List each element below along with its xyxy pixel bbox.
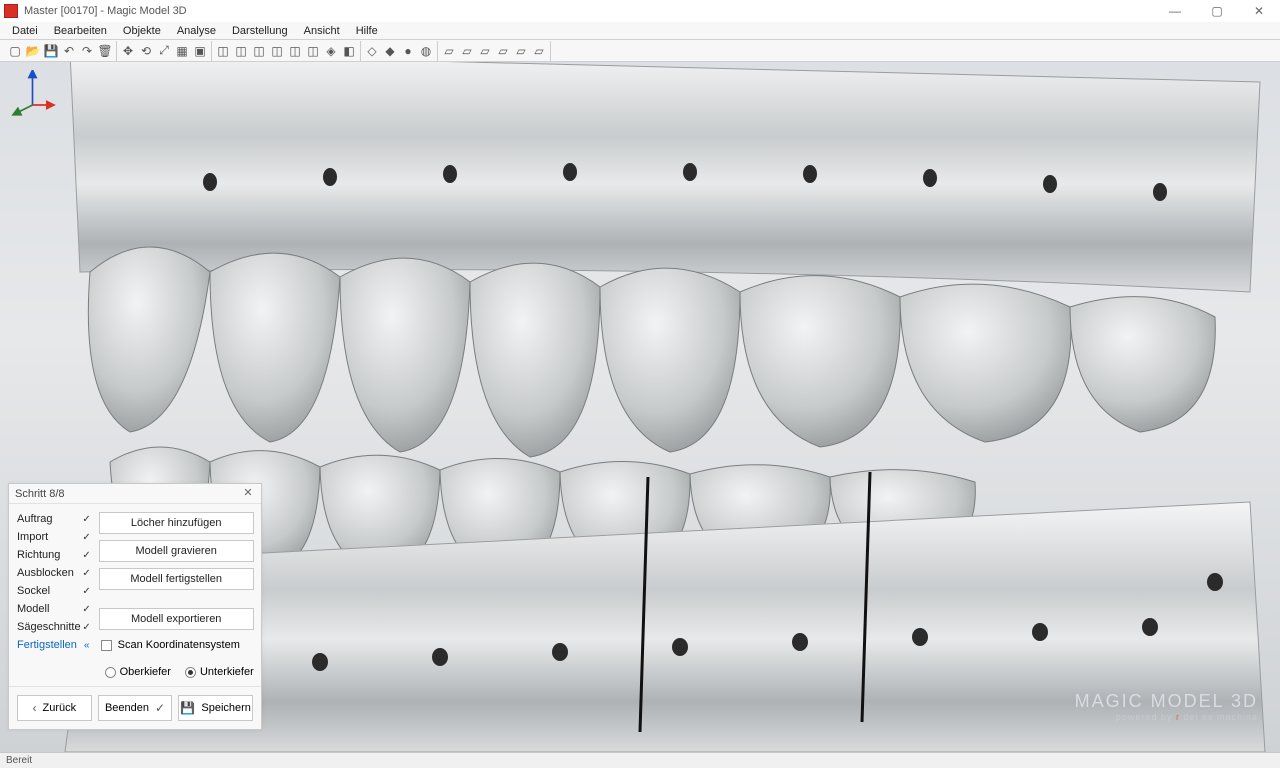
radio-icon <box>185 667 196 678</box>
status-text: Bereit <box>6 755 32 766</box>
shade-tex-icon[interactable]: ◍ <box>417 42 435 60</box>
undo-icon[interactable]: ↶ <box>60 42 78 60</box>
tool-c-icon[interactable]: ▱ <box>476 42 494 60</box>
scan-coord-label: Scan Koordinatensystem <box>118 639 240 651</box>
move-icon[interactable]: ✥ <box>119 42 137 60</box>
wizard-header[interactable]: Schritt 8/8 ✕ <box>9 484 261 504</box>
step-ausblocken[interactable]: Ausblocken✓ <box>17 564 93 582</box>
tool-f-icon[interactable]: ▱ <box>530 42 548 60</box>
view-top-icon[interactable]: ◫ <box>286 42 304 60</box>
viewport-3d[interactable]: Schritt 8/8 ✕ Auftrag✓ Import✓ Richtung✓… <box>0 62 1280 752</box>
tool-group-views: ◫ ◫ ◫ ◫ ◫ ◫ ◈ ◧ <box>212 41 361 61</box>
step-fertigstellen[interactable]: Fertigstellen« <box>17 636 93 654</box>
menu-darstellung[interactable]: Darstellung <box>224 22 296 40</box>
check-icon: ✓ <box>155 701 165 715</box>
view-front-icon[interactable]: ◫ <box>214 42 232 60</box>
minimize-button[interactable]: — <box>1154 0 1196 22</box>
menu-objekte[interactable]: Objekte <box>115 22 169 40</box>
wizard-footer: ‹Zurück Beenden✓ 💾Speichern <box>9 686 261 729</box>
radio-oberkiefer[interactable]: Oberkiefer <box>105 666 171 678</box>
redo-icon[interactable]: ↷ <box>78 42 96 60</box>
step-modell[interactable]: Modell✓ <box>17 600 93 618</box>
radio-unterkiefer[interactable]: Unterkiefer <box>185 666 254 678</box>
chevron-left-icon: ‹ <box>33 701 37 715</box>
new-icon[interactable]: ▢ <box>6 42 24 60</box>
view-bottom-icon[interactable]: ◫ <box>304 42 322 60</box>
tool-group-transform: ✥ ⟲ ⤢ ▦ ▣ <box>117 41 212 61</box>
scale-icon[interactable]: ⤢ <box>155 42 173 60</box>
menu-datei[interactable]: Datei <box>4 22 46 40</box>
save-icon[interactable]: 💾 <box>42 42 60 60</box>
finish-button[interactable]: Beenden✓ <box>98 695 173 721</box>
wizard-steps: Auftrag✓ Import✓ Richtung✓ Ausblocken✓ S… <box>17 510 93 682</box>
view-cube-icon[interactable]: ◧ <box>340 42 358 60</box>
checkbox-icon <box>101 640 112 651</box>
scan-coord-checkbox[interactable]: Scan Koordinatensystem <box>99 636 254 654</box>
save-button[interactable]: 💾Speichern <box>178 695 253 721</box>
delete-icon[interactable]: 🗑 <box>96 42 114 60</box>
status-bar: Bereit <box>0 752 1280 768</box>
menu-hilfe[interactable]: Hilfe <box>348 22 386 40</box>
open-icon[interactable]: 📂 <box>24 42 42 60</box>
export-model-button[interactable]: Modell exportieren <box>99 608 254 630</box>
wizard-title: Schritt 8/8 <box>15 488 65 500</box>
menu-ansicht[interactable]: Ansicht <box>296 22 348 40</box>
view-back-icon[interactable]: ◫ <box>232 42 250 60</box>
title-bar: Master [00170] - Magic Model 3D — ▢ ✕ <box>0 0 1280 22</box>
tool-e-icon[interactable]: ▱ <box>512 42 530 60</box>
engrave-model-button[interactable]: Modell gravieren <box>99 540 254 562</box>
add-holes-button[interactable]: Löcher hinzufügen <box>99 512 254 534</box>
rotate-icon[interactable]: ⟲ <box>137 42 155 60</box>
window-title: Master [00170] - Magic Model 3D <box>24 5 1154 17</box>
wizard-actions: Löcher hinzufügen Modell gravieren Model… <box>99 510 254 682</box>
tool-group-shade: ◇ ◆ ● ◍ <box>361 41 438 61</box>
step-auftrag[interactable]: Auftrag✓ <box>17 510 93 528</box>
tool-d-icon[interactable]: ▱ <box>494 42 512 60</box>
tool-b-icon[interactable]: ▱ <box>458 42 476 60</box>
jaw-radio-group: Oberkiefer Unterkiefer <box>99 662 254 682</box>
grid-icon[interactable]: ▦ <box>173 42 191 60</box>
step-sockel[interactable]: Sockel✓ <box>17 582 93 600</box>
step-saegeschnitte[interactable]: Sägeschnitte✓ <box>17 618 93 636</box>
tool-a-icon[interactable]: ▱ <box>440 42 458 60</box>
window-controls: — ▢ ✕ <box>1154 0 1280 22</box>
back-button[interactable]: ‹Zurück <box>17 695 92 721</box>
maximize-button[interactable]: ▢ <box>1196 0 1238 22</box>
menu-bar: Datei Bearbeiten Objekte Analyse Darstel… <box>0 22 1280 40</box>
tool-group-misc: ▱ ▱ ▱ ▱ ▱ ▱ <box>438 41 551 61</box>
radio-icon <box>105 667 116 678</box>
wizard-panel: Schritt 8/8 ✕ Auftrag✓ Import✓ Richtung✓… <box>8 483 262 730</box>
app-icon <box>4 4 18 18</box>
view-right-icon[interactable]: ◫ <box>268 42 286 60</box>
finalize-model-button[interactable]: Modell fertigstellen <box>99 568 254 590</box>
tool-group-file: ▢ 📂 💾 ↶ ↷ 🗑 <box>4 41 117 61</box>
close-button[interactable]: ✕ <box>1238 0 1280 22</box>
toolbar: ▢ 📂 💾 ↶ ↷ 🗑 ✥ ⟲ ⤢ ▦ ▣ ◫ ◫ ◫ ◫ ◫ ◫ ◈ ◧ ◇ … <box>0 40 1280 62</box>
menu-bearbeiten[interactable]: Bearbeiten <box>46 22 115 40</box>
menu-analyse[interactable]: Analyse <box>169 22 224 40</box>
save-icon: 💾 <box>180 701 195 715</box>
box-icon[interactable]: ▣ <box>191 42 209 60</box>
shade-wire-icon[interactable]: ◇ <box>363 42 381 60</box>
shade-smooth-icon[interactable]: ● <box>399 42 417 60</box>
step-richtung[interactable]: Richtung✓ <box>17 546 93 564</box>
wizard-close-icon[interactable]: ✕ <box>241 487 255 501</box>
view-iso-icon[interactable]: ◈ <box>322 42 340 60</box>
view-left-icon[interactable]: ◫ <box>250 42 268 60</box>
step-import[interactable]: Import✓ <box>17 528 93 546</box>
brand-watermark: MAGIC MODEL 3D powered by r dei ex machi… <box>1075 691 1258 722</box>
shade-flat-icon[interactable]: ◆ <box>381 42 399 60</box>
